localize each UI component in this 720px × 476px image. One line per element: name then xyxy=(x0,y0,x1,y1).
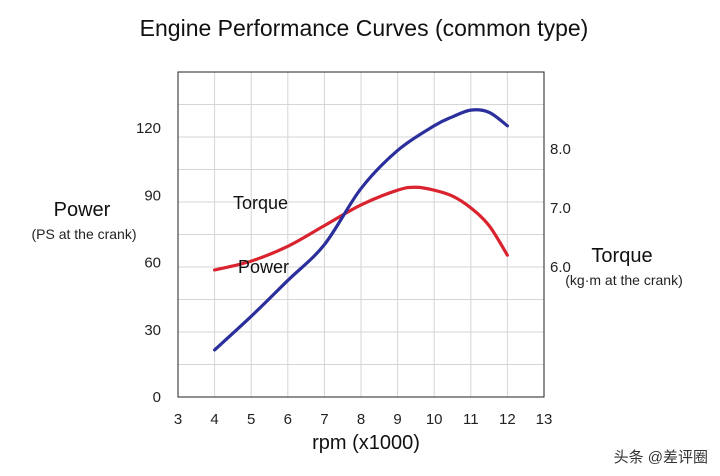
x-tick-label: 12 xyxy=(499,411,516,428)
x-tick-label: 6 xyxy=(284,411,292,428)
chart-title: Engine Performance Curves (common type) xyxy=(140,15,589,41)
torque-tick-label: 7.0 xyxy=(550,200,571,217)
x-tick-label: 7 xyxy=(320,411,328,428)
x-tick-label: 10 xyxy=(426,411,443,428)
series-layer xyxy=(213,108,509,352)
power-tick-label: 0 xyxy=(153,389,161,406)
plot-frame xyxy=(177,71,545,398)
x-tick-label: 13 xyxy=(536,411,553,428)
torque-tick-label: 8.0 xyxy=(550,141,571,158)
power-curve-label: Power xyxy=(238,257,289,277)
grid xyxy=(177,72,545,397)
power-tick-label: 30 xyxy=(144,322,161,339)
x-tick-label: 8 xyxy=(357,411,365,428)
power-axis-title: Power xyxy=(54,199,111,221)
torque-curve-label: Torque xyxy=(233,193,288,213)
x-tick-label: 4 xyxy=(210,411,218,428)
x-tick-label: 5 xyxy=(247,411,255,428)
power-axis-subtitle: (PS at the crank) xyxy=(31,226,136,242)
torque-axis-title: Torque xyxy=(591,245,652,267)
tick-labels: 3 4 5 6 7 8 9 10 11 12 13 0 30 60 90 120 6.0 7.0 8.0 xyxy=(136,120,571,428)
x-tick-label: 11 xyxy=(463,411,479,428)
x-axis-title: rpm (x1000) xyxy=(312,432,420,454)
torque-axis-subtitle: (kg·m at the crank) xyxy=(565,272,682,288)
x-tick-label: 3 xyxy=(174,411,182,428)
power-tick-label: 60 xyxy=(144,255,161,272)
x-tick-label: 9 xyxy=(393,411,401,428)
power-tick-label: 120 xyxy=(136,120,161,137)
watermark-text: 头条 @差评圈 xyxy=(614,449,708,466)
power-curve xyxy=(213,108,509,352)
torque-curve xyxy=(213,185,509,272)
power-tick-label: 90 xyxy=(144,187,161,204)
torque-tick-label: 6.0 xyxy=(550,259,571,276)
